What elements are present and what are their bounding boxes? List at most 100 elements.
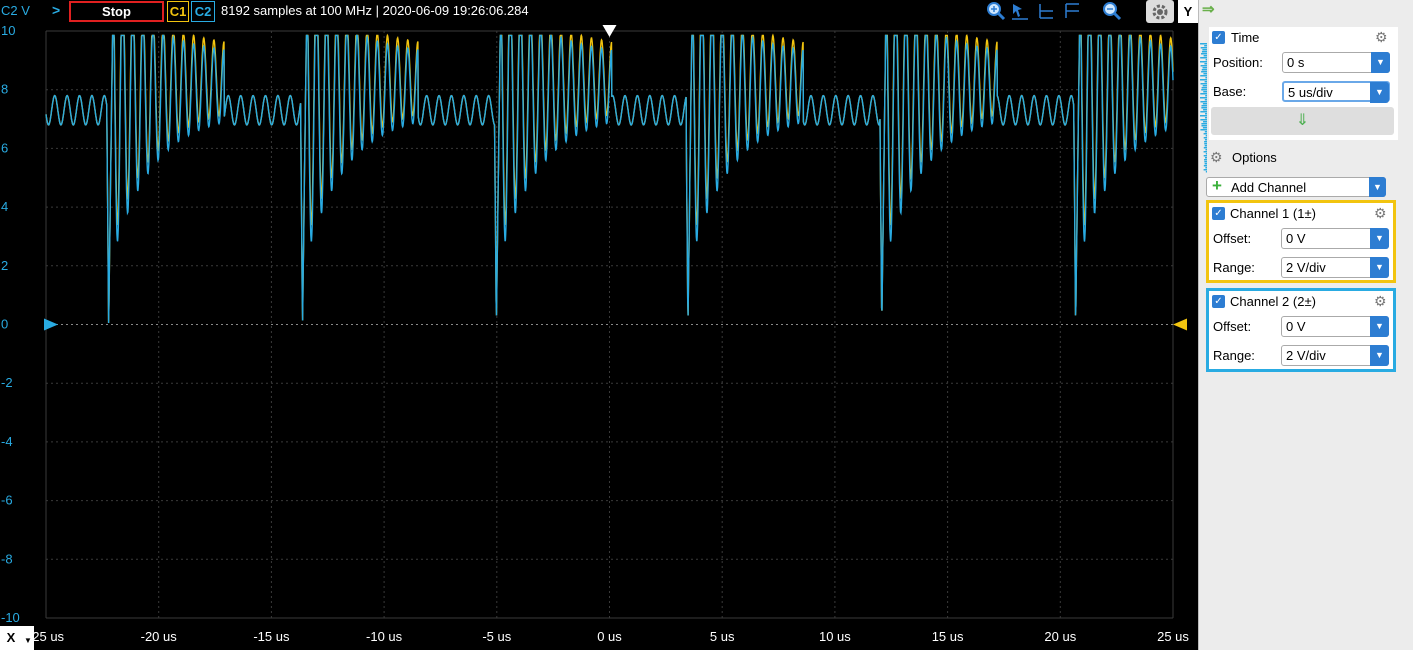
x-tick-label: -5 us [482, 629, 512, 644]
options-label[interactable]: Options [1232, 150, 1277, 165]
channel1-level-marker [1173, 318, 1187, 331]
position-select[interactable]: 0 s ▼ [1282, 52, 1390, 73]
histogram-bar [1201, 51, 1207, 53]
histogram-bar [1203, 165, 1207, 167]
histogram-bar [1201, 87, 1207, 89]
x-axis-bar: X ▼ -25 us -20 us -15 us -10 us -5 us 0 us 5 u… [0, 626, 1198, 650]
x-tick-label: -20 us [140, 629, 177, 644]
histogram-bar [1202, 85, 1207, 87]
histogram-bar [1203, 147, 1207, 149]
settings-gear-button[interactable] [1146, 0, 1174, 23]
y-tick-label: 10 [1, 23, 15, 38]
channel1-checkbox[interactable]: ✓ [1212, 207, 1225, 220]
channel1-offset-label: Offset: [1213, 231, 1252, 246]
chevron-down-icon: ▼ [1370, 228, 1389, 249]
histogram-bar [1200, 83, 1207, 85]
channel2-offset-select[interactable]: 0 V ▼ [1281, 316, 1389, 337]
histogram-bar [1202, 127, 1207, 129]
x-tick-label: 0 us [597, 629, 622, 644]
histogram-bar [1204, 131, 1207, 133]
position-value: 0 s [1287, 55, 1305, 70]
zoom-in-icon[interactable] [986, 1, 1006, 21]
histogram-bar [1201, 107, 1207, 109]
channel2-offset-value: 0 V [1286, 319, 1306, 334]
channel1-section: ✓ Channel 1 (1±) ⚙ Offset: 0 V ▼ Range: … [1206, 200, 1396, 283]
channel2-range-value: 2 V/div [1286, 348, 1326, 363]
histogram-bar [1200, 129, 1207, 131]
time-section: ✓ Time ⚙ Position: 0 s ▼ Base: 5 us/div … [1209, 27, 1398, 140]
histogram-bar [1204, 117, 1207, 119]
channel1-range-label: Range: [1213, 260, 1255, 275]
histogram-bar [1200, 111, 1207, 113]
chevron-down-icon: ▼ [1369, 177, 1386, 197]
channel1-offset-select[interactable]: 0 V ▼ [1281, 228, 1389, 249]
chevron-down-icon: ▼ [1370, 345, 1389, 366]
histogram-bar [1205, 153, 1207, 155]
y-tick-label: -4 [1, 434, 13, 449]
add-channel-button[interactable]: + Add Channel ▼ [1206, 176, 1386, 197]
x-tick-label: 15 us [931, 629, 964, 644]
panel-expand-arrow-icon[interactable]: ⇒ [1202, 1, 1215, 18]
chevron-down-icon: ▼ [1370, 316, 1389, 337]
y-tick-label: 2 [1, 258, 8, 273]
channel1-range-value: 2 V/div [1286, 260, 1326, 275]
plot-traces [45, 33, 1174, 324]
histogram-bar [1204, 141, 1207, 143]
vertical-cursor-icon[interactable] [1062, 1, 1082, 21]
histogram-bar [1201, 69, 1207, 71]
histogram-bar [1204, 145, 1207, 147]
histogram-bar [1203, 169, 1207, 171]
cursor-tool-icon[interactable] [1010, 1, 1030, 21]
acquisition-status: 8192 samples at 100 MHz | 2020-06-09 19:… [221, 3, 529, 18]
y-tick-label: 8 [1, 82, 8, 97]
histogram-bar [1203, 151, 1207, 153]
histogram-bar [1200, 75, 1207, 77]
time-checkbox[interactable]: ✓ [1212, 31, 1225, 44]
channel2-range-label: Range: [1213, 348, 1255, 363]
histogram-bar [1204, 113, 1207, 115]
channel1-offset-value: 0 V [1286, 231, 1306, 246]
histogram-bar [1201, 125, 1207, 127]
y-tick-label: 0 [1, 317, 8, 332]
histogram-strip [1200, 43, 1207, 173]
histogram-bar [1200, 101, 1207, 103]
y-axis-button[interactable]: Y [1178, 0, 1198, 23]
chevron-down-icon: ▼ [1370, 257, 1389, 278]
histogram-bar [1204, 45, 1207, 47]
y-tick-labels: 10 8 6 4 2 0 -2 -4 -6 -8 -10 [1, 23, 20, 625]
run-arrow-button[interactable]: > [52, 2, 61, 18]
channel1-button[interactable]: C1 [167, 1, 189, 22]
histogram-bar [1204, 159, 1207, 161]
base-select[interactable]: 5 us/div ▼ [1282, 81, 1390, 103]
histogram-bar [1204, 143, 1207, 145]
channel1-range-select[interactable]: 2 V/div ▼ [1281, 257, 1389, 278]
x-axis-dropdown-icon[interactable]: ▼ [22, 626, 34, 650]
channel2-checkbox[interactable]: ✓ [1212, 295, 1225, 308]
x-tick-label: 10 us [818, 629, 851, 644]
channel1-settings-gear-icon[interactable]: ⚙ [1374, 205, 1387, 221]
time-settings-gear-icon[interactable]: ⚙ [1375, 29, 1388, 45]
chevron-down-icon: ▼ [1370, 82, 1389, 103]
channel2-button[interactable]: C2 [191, 1, 215, 22]
oscilloscope-plot[interactable]: 10 8 6 4 2 0 -2 -4 -6 -8 -10 [0, 23, 1198, 626]
horizontal-cursor-icon[interactable] [1036, 1, 1056, 21]
histogram-bar [1204, 63, 1207, 65]
zoom-out-icon[interactable] [1102, 1, 1122, 21]
histogram-bar [1202, 67, 1207, 69]
histogram-bar [1205, 171, 1207, 173]
channel2-range-select[interactable]: 2 V/div ▼ [1281, 345, 1389, 366]
histogram-bar [1203, 121, 1207, 123]
apply-down-arrow-button[interactable]: ⇓ [1211, 107, 1394, 135]
histogram-bar [1203, 133, 1207, 135]
x-axis-button[interactable]: X [0, 626, 22, 650]
stop-button[interactable]: Stop [69, 1, 164, 22]
base-label: Base: [1213, 84, 1247, 99]
options-gear-icon[interactable]: ⚙ [1210, 149, 1223, 165]
histogram-bar [1205, 135, 1207, 137]
channel2-ground-marker [44, 318, 58, 331]
histogram-bar [1204, 139, 1207, 141]
histogram-bar [1204, 99, 1207, 101]
x-tick-label: -25 us [27, 629, 65, 644]
channel2-settings-gear-icon[interactable]: ⚙ [1374, 293, 1387, 309]
histogram-bar [1203, 73, 1207, 75]
